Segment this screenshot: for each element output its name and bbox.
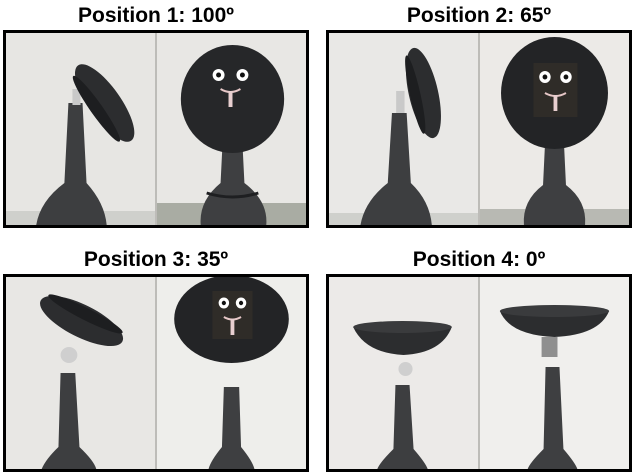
panel-caption: Position 4: 0º bbox=[412, 248, 546, 271]
side-view-photo bbox=[6, 33, 155, 225]
panel-caption: Position 3: 35º bbox=[83, 248, 229, 271]
side-view-photo bbox=[329, 33, 478, 225]
front-view-photo bbox=[478, 277, 629, 469]
side-view-photo bbox=[329, 277, 478, 469]
photo-frame bbox=[326, 30, 632, 228]
front-view-photo bbox=[155, 277, 306, 469]
front-view-photo bbox=[155, 33, 306, 225]
photo-frame bbox=[3, 30, 309, 228]
photo-frame bbox=[3, 274, 309, 472]
panel-caption: Position 1: 100º bbox=[78, 4, 234, 27]
photo-frame bbox=[326, 274, 632, 472]
panel-caption: Position 2: 65º bbox=[406, 4, 552, 27]
front-view-photo bbox=[478, 33, 629, 225]
side-view-photo bbox=[6, 277, 155, 469]
